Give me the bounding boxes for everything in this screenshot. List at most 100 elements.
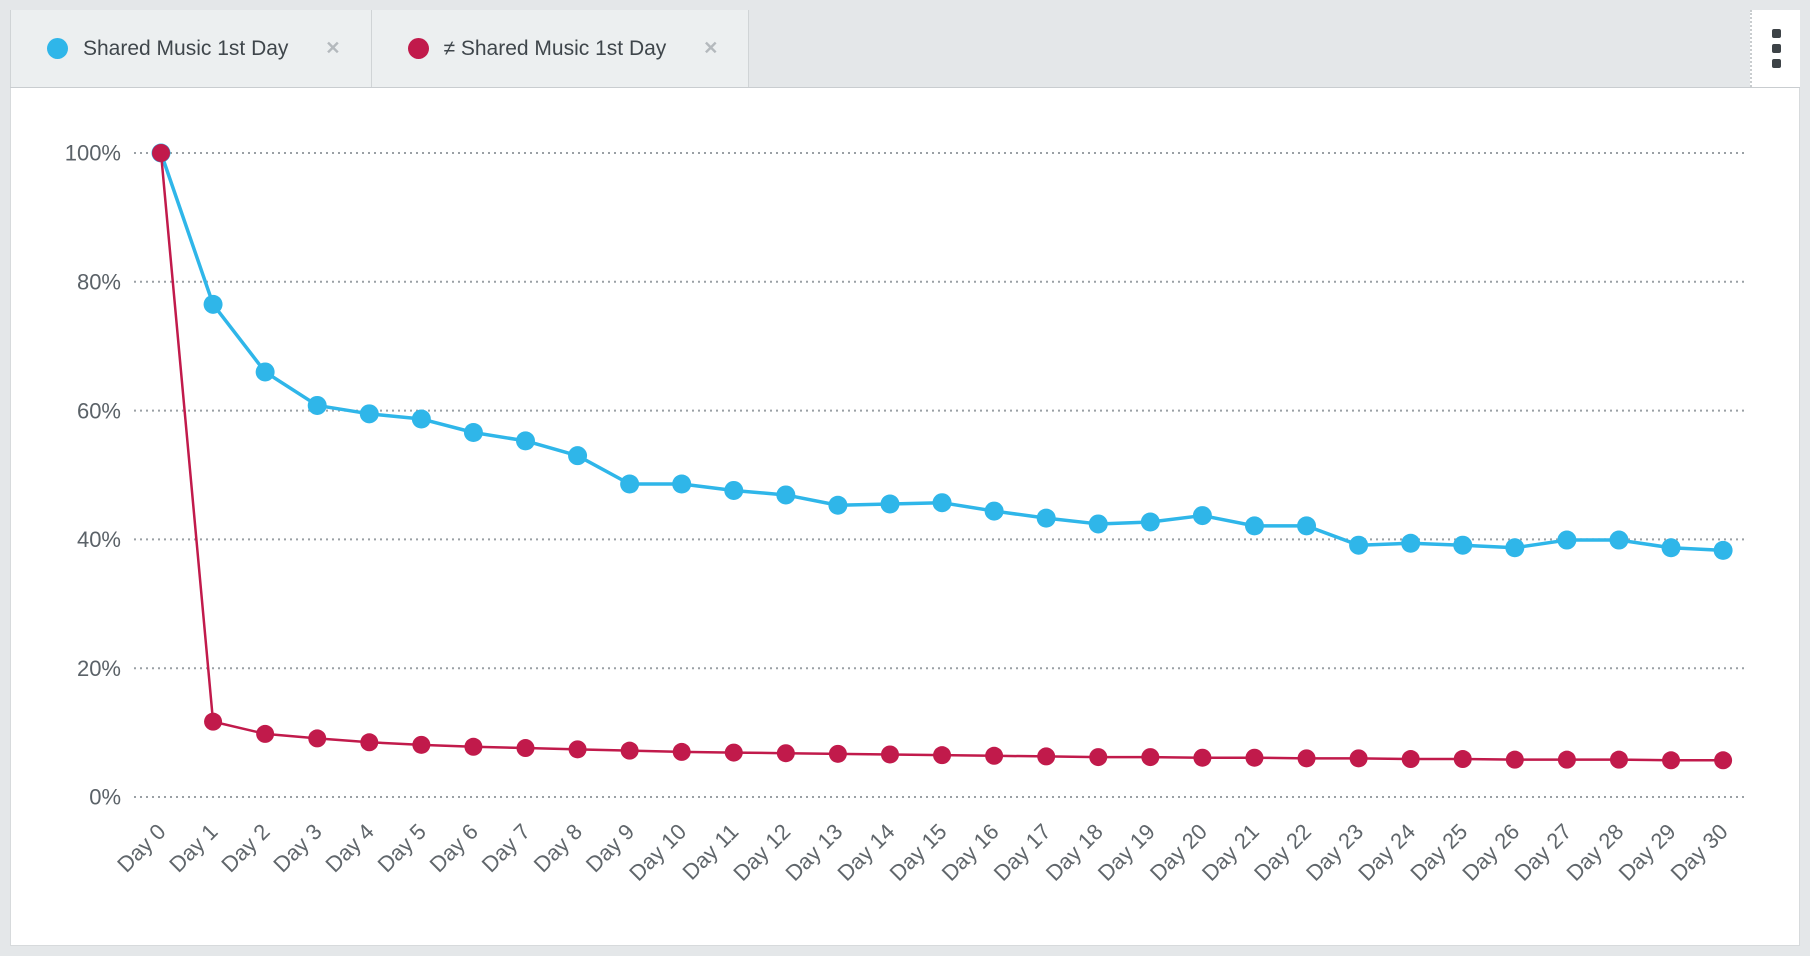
data-point[interactable] xyxy=(620,741,639,760)
x-tick-label: Day 30 xyxy=(1666,819,1733,886)
data-point[interactable] xyxy=(933,746,952,765)
data-point[interactable] xyxy=(255,362,275,382)
data-point[interactable] xyxy=(1141,748,1160,767)
x-tick-label: Day 16 xyxy=(937,819,1004,886)
x-tick-label: Day 24 xyxy=(1353,819,1420,886)
close-icon[interactable]: ✕ xyxy=(325,38,341,58)
data-point[interactable] xyxy=(1349,749,1368,768)
x-tick-label: Day 11 xyxy=(677,819,743,885)
data-point[interactable] xyxy=(204,712,223,731)
data-point[interactable] xyxy=(359,404,379,424)
data-point[interactable] xyxy=(1609,530,1629,550)
data-point[interactable] xyxy=(1349,535,1369,555)
data-point[interactable] xyxy=(1453,750,1472,769)
legend-tab-label: ≠ Shared Music 1st Day xyxy=(443,36,667,60)
data-point[interactable] xyxy=(1244,516,1264,536)
data-point[interactable] xyxy=(1193,748,1212,767)
data-point[interactable] xyxy=(724,480,744,500)
data-point[interactable] xyxy=(1192,506,1212,526)
legend-tab-shared-music[interactable]: Shared Music 1st Day ✕ xyxy=(10,10,372,87)
data-point[interactable] xyxy=(984,501,1004,521)
data-point[interactable] xyxy=(1036,508,1056,528)
data-point[interactable] xyxy=(932,493,952,513)
y-tick-label: 60% xyxy=(77,398,121,423)
data-point[interactable] xyxy=(672,474,692,494)
data-point[interactable] xyxy=(203,294,223,314)
series-color-dot-blue xyxy=(47,38,68,59)
x-tick-label: Day 0 xyxy=(112,819,170,877)
data-point[interactable] xyxy=(152,144,170,162)
data-point[interactable] xyxy=(515,431,535,451)
data-point[interactable] xyxy=(1088,514,1108,534)
data-point[interactable] xyxy=(1140,512,1160,532)
x-tick-label: Day 19 xyxy=(1093,819,1160,886)
x-tick-label: Day 13 xyxy=(780,819,847,886)
x-tick-label: Day 3 xyxy=(268,819,326,877)
data-point[interactable] xyxy=(1089,748,1108,767)
y-tick-label: 20% xyxy=(77,656,121,681)
x-tick-label: Day 14 xyxy=(833,819,900,886)
x-tick-label: Day 7 xyxy=(477,819,535,877)
data-point[interactable] xyxy=(1714,751,1733,770)
tab-bar-spacer xyxy=(749,10,1750,87)
data-point[interactable] xyxy=(776,744,795,763)
data-point[interactable] xyxy=(1557,530,1577,550)
data-point[interactable] xyxy=(1557,750,1576,769)
data-point[interactable] xyxy=(308,729,327,748)
data-point[interactable] xyxy=(411,409,431,429)
data-point[interactable] xyxy=(412,735,431,754)
data-point[interactable] xyxy=(620,474,640,494)
data-point[interactable] xyxy=(1037,747,1056,766)
data-point[interactable] xyxy=(672,742,691,761)
more-options-button[interactable] xyxy=(1750,10,1800,87)
data-point[interactable] xyxy=(1245,748,1264,767)
data-point[interactable] xyxy=(463,422,483,442)
y-tick-label: 100% xyxy=(65,141,121,166)
series-color-dot-red xyxy=(407,38,429,59)
data-point[interactable] xyxy=(828,744,847,763)
data-point[interactable] xyxy=(880,494,900,514)
data-point[interactable] xyxy=(1713,540,1733,560)
data-point[interactable] xyxy=(1401,533,1421,553)
data-point[interactable] xyxy=(1662,751,1681,770)
x-tick-label: Day 4 xyxy=(320,819,378,877)
data-point[interactable] xyxy=(1453,535,1473,555)
data-point[interactable] xyxy=(1609,750,1628,769)
data-point[interactable] xyxy=(1401,750,1420,769)
x-tick-label: Day 25 xyxy=(1405,819,1472,886)
y-tick-label: 0% xyxy=(89,785,121,810)
data-point[interactable] xyxy=(1505,750,1524,769)
x-tick-label: Day 27 xyxy=(1509,819,1576,886)
y-tick-label: 40% xyxy=(77,527,121,552)
x-tick-label: Day 1 xyxy=(164,819,222,877)
x-tick-label: Day 17 xyxy=(989,819,1056,886)
data-point[interactable] xyxy=(880,745,899,764)
close-icon[interactable]: ✕ xyxy=(703,38,719,58)
kebab-menu-icon xyxy=(1771,29,1781,68)
x-tick-label: Day 6 xyxy=(425,819,483,877)
x-tick-label: Day 5 xyxy=(373,819,431,877)
data-point[interactable] xyxy=(828,495,848,515)
x-tick-label: Day 12 xyxy=(728,819,795,886)
data-point[interactable] xyxy=(464,737,483,756)
data-point[interactable] xyxy=(307,395,327,415)
x-tick-label: Day 29 xyxy=(1614,819,1681,886)
data-point[interactable] xyxy=(256,724,275,743)
data-point[interactable] xyxy=(568,446,588,466)
data-point[interactable] xyxy=(1661,538,1681,558)
data-point[interactable] xyxy=(1297,749,1316,768)
data-point[interactable] xyxy=(568,740,587,759)
data-point[interactable] xyxy=(985,746,1004,765)
data-point[interactable] xyxy=(360,733,379,752)
data-point[interactable] xyxy=(516,739,535,758)
data-point[interactable] xyxy=(724,743,743,762)
legend-tab-not-shared-music[interactable]: ≠ Shared Music 1st Day ✕ xyxy=(371,10,750,87)
x-tick-label: Day 2 xyxy=(216,819,274,877)
data-point[interactable] xyxy=(1297,516,1317,536)
x-tick-label: Day 20 xyxy=(1145,819,1212,886)
legend-tab-label: Shared Music 1st Day xyxy=(83,36,289,60)
data-point[interactable] xyxy=(776,485,796,505)
data-point[interactable] xyxy=(1505,538,1525,558)
